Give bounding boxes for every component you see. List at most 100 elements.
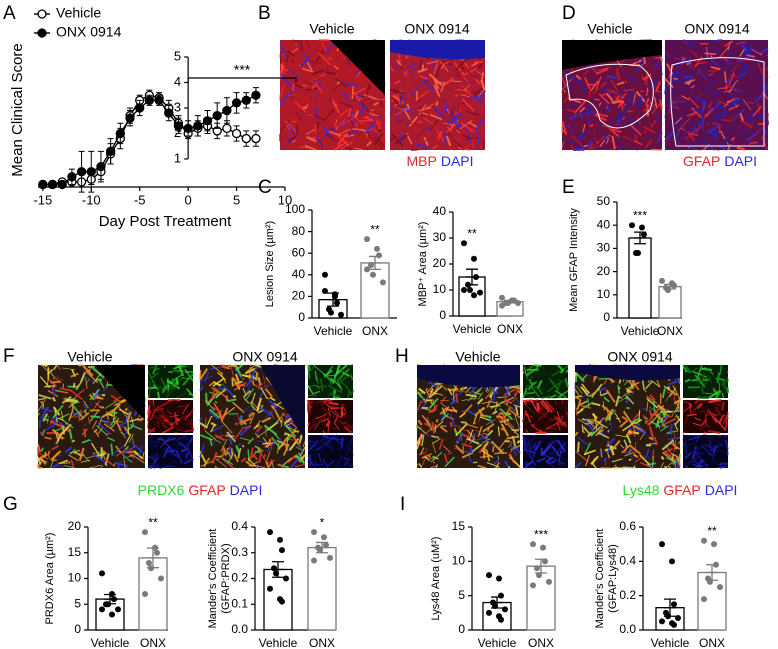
y-tick-label: 4 [174,74,181,89]
fiber [496,417,502,418]
panel-letter: E [562,177,575,198]
fiber [451,81,461,82]
y-axis-label: (GFAP:Lys48) [607,544,619,613]
y-tick-label: 40 [433,204,447,218]
data-point [78,168,86,176]
stain-label: DAPI [230,482,263,498]
fiber [532,377,533,378]
data-point [467,287,473,293]
fiber [623,467,634,468]
fiber [291,421,293,422]
fiber [519,391,520,394]
y-tick-label: 40 [597,217,611,231]
fiber [503,413,504,422]
data-point [530,541,536,547]
fiber [220,365,228,366]
micrograph [575,365,680,468]
fiber [72,441,75,442]
panel-letter: D [562,3,576,24]
data-point [376,252,382,258]
fiber [661,63,662,65]
fiber [420,59,421,70]
y-tick-label: 0.0 [619,622,636,636]
channel-thumbnail [148,435,193,468]
data-point [327,555,333,561]
data-point [267,529,273,535]
data-point [213,112,221,120]
data-point [659,618,665,624]
y-tick-label: 100 [285,202,305,216]
image-caption: Vehicle [455,349,500,365]
data-point [146,560,152,566]
fiber [156,416,157,418]
x-tick-label: -15 [33,192,52,207]
x-tick-label: ONX [140,636,166,649]
x-tick-label: Vehicle [453,322,492,336]
fiber [651,414,656,415]
data-point [629,222,635,228]
data-point [279,547,285,553]
x-tick-label: ONX [528,636,554,649]
fiber [559,463,560,465]
data-point [635,250,641,256]
image-caption: Vehicle [587,21,632,37]
fiber [126,408,127,410]
data-point [322,272,328,278]
data-point [273,570,279,576]
data-point [158,576,164,582]
fiber [451,422,452,427]
data-point [542,558,548,564]
fiber [178,442,179,455]
data-point [461,240,467,246]
data-point [665,287,671,293]
fiber [242,446,243,447]
data-point [233,129,241,137]
fiber [702,387,703,394]
fiber [448,64,452,65]
data-point [87,168,95,176]
data-point [671,601,677,607]
fiber [590,125,594,126]
fiber [296,43,297,46]
y-axis-label: Mander's Coefficient [594,529,606,629]
y-tick-label: 10 [433,282,447,296]
data-point [461,287,467,293]
data-point [99,570,105,576]
channel-thumbnail [523,435,568,468]
y-axis-label: PRDX6 Area (µm²) [44,533,56,625]
data-point [665,613,671,619]
data-point [370,272,376,278]
y-tick-label: 0.1 [231,596,248,610]
fiber [339,365,340,368]
fiber [90,416,100,417]
fiber [761,124,762,127]
image-caption: ONX 0914 [684,21,750,37]
fiber [347,117,348,118]
significance-label: * [320,515,325,529]
stain-legend: GFAPDAPI [683,153,757,169]
y-axis-label: (GFAP:PRDX) [220,543,232,613]
fiber [172,400,177,401]
data-point [321,534,327,540]
data-point [311,557,317,563]
x-tick-label: -10 [82,192,101,207]
fiber [148,387,156,388]
stain-label: DAPI [441,153,474,169]
y-tick-label: 30 [433,230,447,244]
y-tick-label: 1 [174,150,181,165]
stain-label: DAPI [724,153,757,169]
stain-legend: MBPDAPI [406,153,473,169]
data-point [641,231,647,237]
stain-label: PRDX6 [138,482,185,498]
y-tick-label: 40 [292,267,306,281]
fiber [51,382,61,383]
fiber [43,419,49,420]
panel-letter: G [3,494,18,515]
panel-letter: A [3,3,16,24]
data-point [332,291,338,297]
fiber [38,413,39,416]
fiber [643,408,644,410]
fiber [524,393,535,394]
fiber [534,365,542,366]
fiber [235,424,238,425]
